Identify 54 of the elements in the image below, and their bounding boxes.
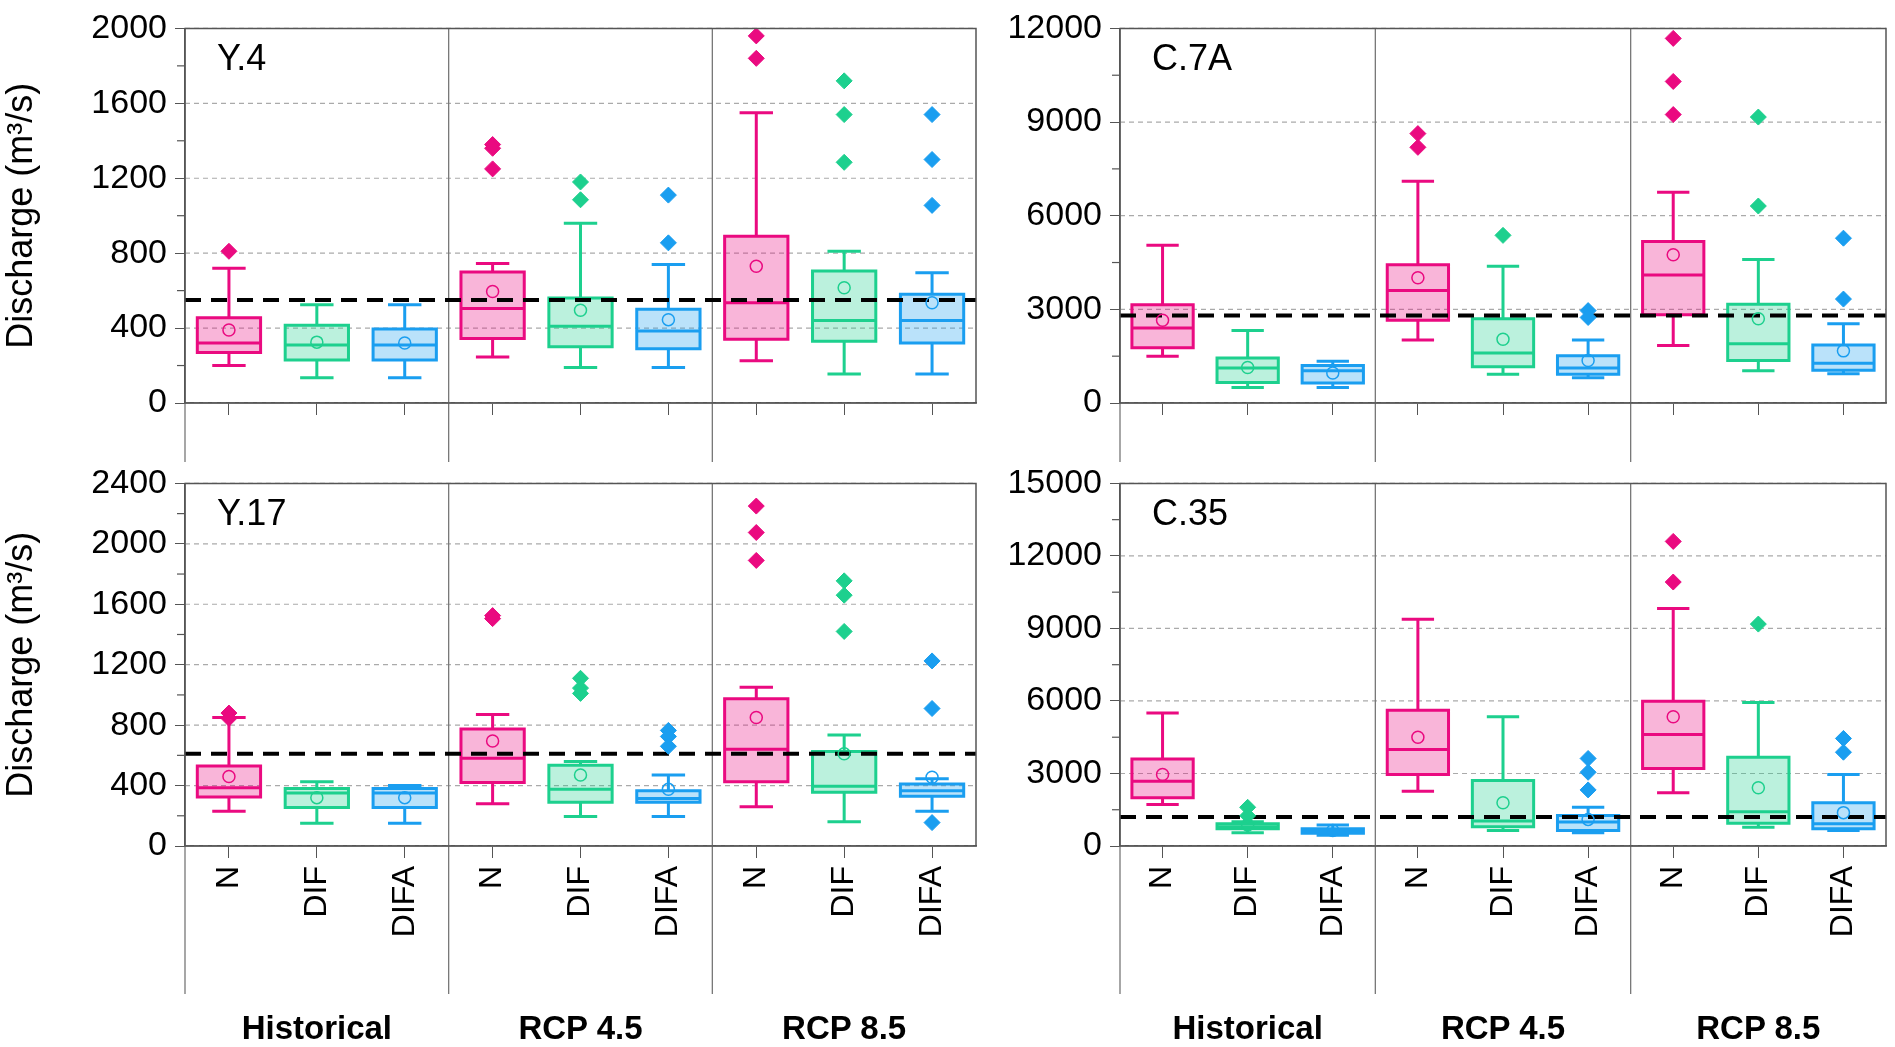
- x-tick-label: N: [1142, 866, 1179, 890]
- chart-title: C.35: [1152, 492, 1229, 534]
- y-tick-label: 0: [1083, 381, 1102, 420]
- x-tick-label: N: [1397, 866, 1434, 890]
- y-tick-label: 0: [148, 381, 167, 420]
- y-tick-label: 1600: [91, 582, 167, 621]
- text: RCP 8.5: [1696, 1009, 1821, 1046]
- x-tick-label: DIF: [1227, 866, 1264, 918]
- y-tick-label: 400: [110, 306, 167, 345]
- x-tick-label: DIFA: [648, 865, 685, 938]
- y-tick-label: 1200: [91, 643, 167, 682]
- text: Historical: [1172, 1009, 1323, 1046]
- y-tick-label: 9000: [1026, 100, 1102, 139]
- chart-title: C.7A: [1152, 37, 1233, 79]
- x-tick-label: N: [1653, 866, 1690, 890]
- y-tick-label: 2400: [91, 461, 167, 500]
- x-tick-label: DIF: [1738, 866, 1775, 918]
- x-tick-label: DIF: [296, 866, 333, 918]
- x-tick-label: DIFA: [911, 865, 948, 938]
- x-tick-label: DIFA: [1823, 865, 1860, 938]
- y-tick-label: 12000: [1007, 534, 1102, 573]
- y-tick-label: 6000: [1026, 679, 1102, 718]
- text: RCP 4.5: [518, 1009, 643, 1046]
- y-tick-label: 800: [110, 703, 167, 742]
- y-tick-label: 2000: [91, 6, 167, 45]
- chart-title: Y.17: [217, 492, 287, 534]
- y-tick-label: 3000: [1026, 287, 1102, 326]
- text: RCP 4.5: [1440, 1009, 1566, 1046]
- y-tick-label: 0: [1083, 824, 1102, 863]
- y-axis-title: Discharge (m³/s): [0, 82, 40, 349]
- y-tick-label: 800: [110, 231, 167, 270]
- x-tick-label: DIF: [560, 866, 597, 918]
- text: Historical: [241, 1009, 393, 1046]
- y-tick-label: 15000: [1007, 461, 1102, 500]
- y-tick-label: 2000: [91, 522, 167, 561]
- y-tick-label: 9000: [1026, 606, 1102, 645]
- x-tick-label: DIFA: [1312, 865, 1349, 938]
- x-tick-label: DIF: [823, 866, 860, 918]
- y-tick-label: 1600: [91, 81, 167, 120]
- y-tick-label: 3000: [1026, 751, 1102, 790]
- y-axis-title: Discharge (m³/s): [0, 531, 40, 798]
- y-tick-label: 12000: [1007, 6, 1102, 45]
- y-tick-label: 400: [110, 763, 167, 802]
- x-tick-label: N: [208, 866, 245, 890]
- chart-title: Y.4: [217, 37, 267, 79]
- x-tick-label: DIFA: [1567, 865, 1604, 938]
- x-tick-label: DIF: [1482, 866, 1519, 918]
- text: RCP 8.5: [782, 1009, 907, 1046]
- y-tick-label: 0: [148, 824, 167, 863]
- x-tick-label: DIFA: [384, 865, 421, 938]
- y-tick-label: 6000: [1026, 194, 1102, 233]
- x-tick-label: N: [472, 866, 509, 890]
- x-tick-label: N: [736, 866, 773, 890]
- y-tick-label: 1200: [91, 156, 167, 195]
